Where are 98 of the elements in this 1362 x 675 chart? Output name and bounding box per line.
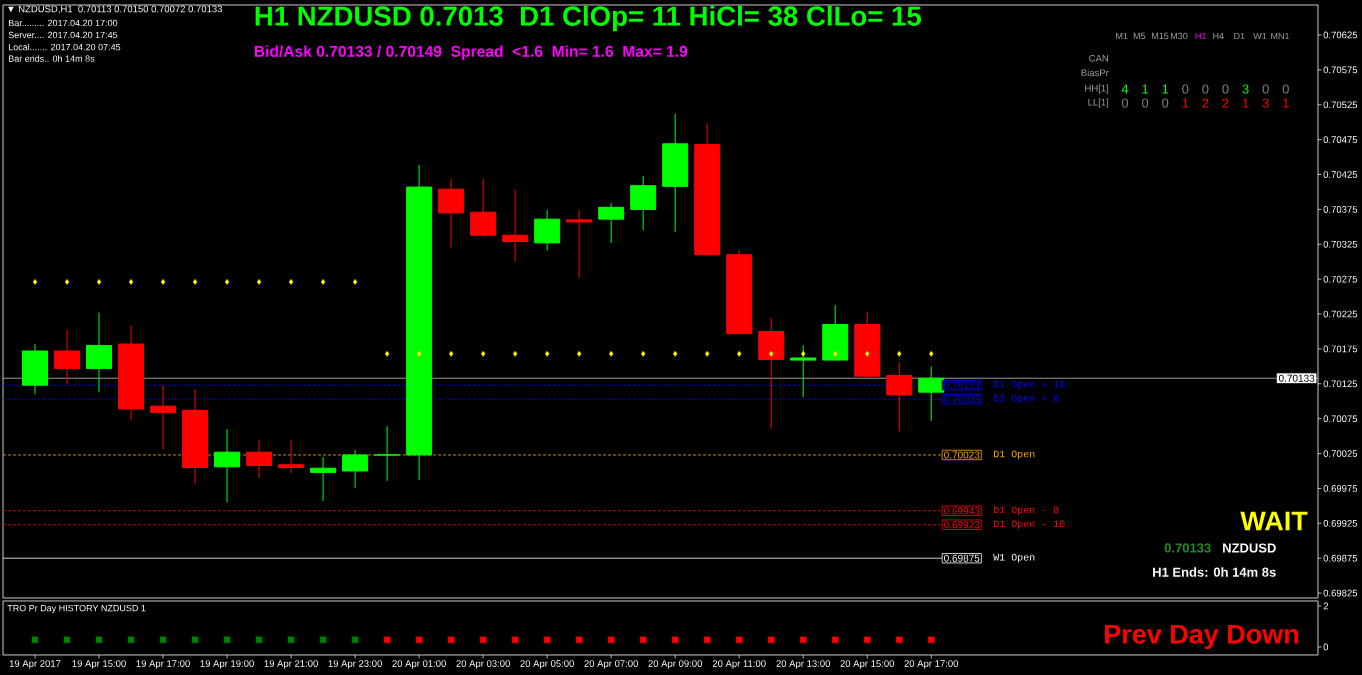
annotation: 1: [1242, 98, 1249, 108]
x-tick-label: 20 Apr 11:00: [712, 660, 766, 669]
annotation: 0: [1202, 84, 1209, 94]
annotation: 0: [1162, 98, 1169, 108]
annotation: MN1: [1271, 32, 1290, 40]
annotation: 1: [1182, 98, 1189, 108]
candlestick: [150, 384, 177, 450]
y-tick-label: 0.70175: [1323, 345, 1358, 353]
y-tick-label: 0.70475: [1323, 136, 1358, 143]
ref-line-label: D1 Open + 10: [994, 380, 1065, 390]
candlestick: [374, 425, 401, 482]
annotation: D1: [1234, 32, 1245, 40]
x-tick-label: 20 Apr 07:00: [584, 660, 638, 669]
y-tick-label: 0: [1323, 643, 1329, 651]
annotation: 0: [1121, 98, 1129, 108]
annotation: HH[1]: [1085, 84, 1109, 94]
annotation: CAN: [1089, 54, 1109, 62]
y-tick-label: 0.70075: [1323, 415, 1358, 423]
annotation: 1: [1283, 98, 1289, 108]
y-tick-label: 0.69825: [1323, 589, 1358, 597]
x-tick-label: 19 Apr 19:00: [200, 660, 254, 669]
candlestick: [790, 344, 817, 398]
y-tick-label: 0.70525: [1323, 101, 1358, 109]
x-tick-label: 20 Apr 01:00: [392, 660, 446, 669]
y-tick-label: 0.70425: [1323, 171, 1358, 178]
ref-line-label: W1 Open: [993, 553, 1035, 563]
y-tick-label: 0.70225: [1323, 310, 1358, 318]
ref-line-label: D1 Open - 8: [994, 506, 1059, 516]
annotation: 0.69943: [944, 507, 980, 515]
ref-line-label: D1 Open - 10: [994, 520, 1065, 530]
annotation: 0.69875: [944, 554, 980, 562]
x-tick-label: 20 Apr 15:00: [840, 660, 895, 669]
x-tick-label: 19 Apr 21:00: [264, 660, 318, 669]
annotation: M15: [1151, 32, 1169, 40]
annotation: NZDUSD: [1223, 543, 1276, 553]
annotation: 0: [1222, 84, 1229, 94]
annotation: H1 Ends: 0h 14m 8s: [1153, 567, 1276, 577]
annotation: 0: [1182, 84, 1189, 94]
annotation: 0: [1262, 84, 1269, 94]
annotation: M30: [1170, 32, 1188, 40]
annotation: H1: [1195, 32, 1206, 40]
annotation: Bar ends.. 0h 14m 8s: [8, 55, 95, 62]
annotation: 0: [1141, 98, 1149, 108]
y-tick-label: 0.70025: [1323, 450, 1358, 457]
x-tick-label: 20 Apr 13:00: [776, 660, 831, 669]
annotation: Local....... 2017.04.20 07:45: [8, 43, 121, 51]
annotation: 0.70133: [1278, 374, 1315, 382]
annotation: 2: [1202, 98, 1209, 108]
ref-line-label: D1 Open + 8: [994, 394, 1059, 404]
annotation: BiasPr: [1081, 69, 1109, 77]
x-tick-label: 20 Apr 05:00: [520, 660, 574, 669]
candlestick: [278, 439, 305, 474]
annotation: 1: [1162, 84, 1169, 94]
candlestick: [310, 456, 337, 502]
annotation: 2: [1222, 98, 1229, 108]
y-tick-label: 0.70275: [1323, 275, 1358, 283]
chart-title: TRO Pr Day HISTORY NZDUSD 1: [7, 604, 146, 614]
chart-title: H1 NZDUSD 0.7013 D1 ClOp= 11 HiCl= 38 ClLo= 15: [255, 5, 922, 32]
annotation: Prev Day Down: [1105, 624, 1299, 650]
x-tick-label: 20 Apr 17:00: [904, 660, 959, 669]
annotation: Bar......... 2017.04.20 17:00: [8, 19, 118, 27]
y-tick-label: 0.69975: [1323, 485, 1358, 492]
text: Bid/Ask 0.70133 / 0.70149 Spread <1.6 Min= 1.6 Max= 1.9: [254, 45, 688, 60]
y-tick-label: 0.70125: [1323, 380, 1358, 388]
x-tick-label: 20 Apr 09:00: [648, 660, 702, 669]
x-tick-label: 20 Apr 03:00: [456, 660, 510, 669]
annotation: 0.69923: [944, 521, 980, 529]
annotation: LL[1]: [1088, 98, 1109, 108]
x-tick-label: 19 Apr 2017: [9, 660, 61, 669]
annotation: 3: [1242, 84, 1249, 94]
y-tick-label: 0.69925: [1323, 519, 1358, 527]
annotation: 0.70103: [944, 395, 980, 403]
annotation: W1: [1253, 32, 1267, 40]
x-tick-label: 19 Apr 23:00: [328, 660, 382, 669]
annotation: 0: [1282, 84, 1289, 94]
annotation: 0.70133: [1164, 543, 1211, 553]
x-tick-label: 19 Apr 17:00: [136, 660, 190, 669]
annotation: 4: [1121, 84, 1129, 94]
candlestick: [502, 189, 529, 263]
candlestick: [566, 209, 593, 279]
annotation: H4: [1213, 32, 1224, 40]
annotation: 0.70123: [944, 381, 980, 389]
y-tick-label: 2: [1323, 602, 1328, 610]
x-tick-label: 19 Apr 15:00: [72, 660, 126, 669]
annotation: 1: [1142, 84, 1149, 94]
annotation: Server.... 2017.04.20 17:45: [8, 31, 118, 39]
annotation: ▼ NZDUSD,H1 0.70113 0.70150 0.70072 0.70133: [8, 5, 222, 14]
annotation: 3: [1262, 98, 1269, 108]
annotation: M1: [1116, 32, 1128, 40]
y-tick-label: 0.70625: [1323, 31, 1358, 39]
y-tick-label: 0.70375: [1323, 206, 1358, 213]
y-tick-label: 0.70325: [1323, 240, 1358, 248]
annotation: WAIT: [1240, 511, 1308, 531]
annotation: M5: [1133, 32, 1146, 40]
y-tick-label: 0.69875: [1323, 554, 1358, 562]
ref-line-label: D1 Open: [994, 450, 1035, 460]
y-tick-label: 0.70575: [1323, 66, 1358, 74]
annotation: 0.70023: [944, 451, 980, 459]
